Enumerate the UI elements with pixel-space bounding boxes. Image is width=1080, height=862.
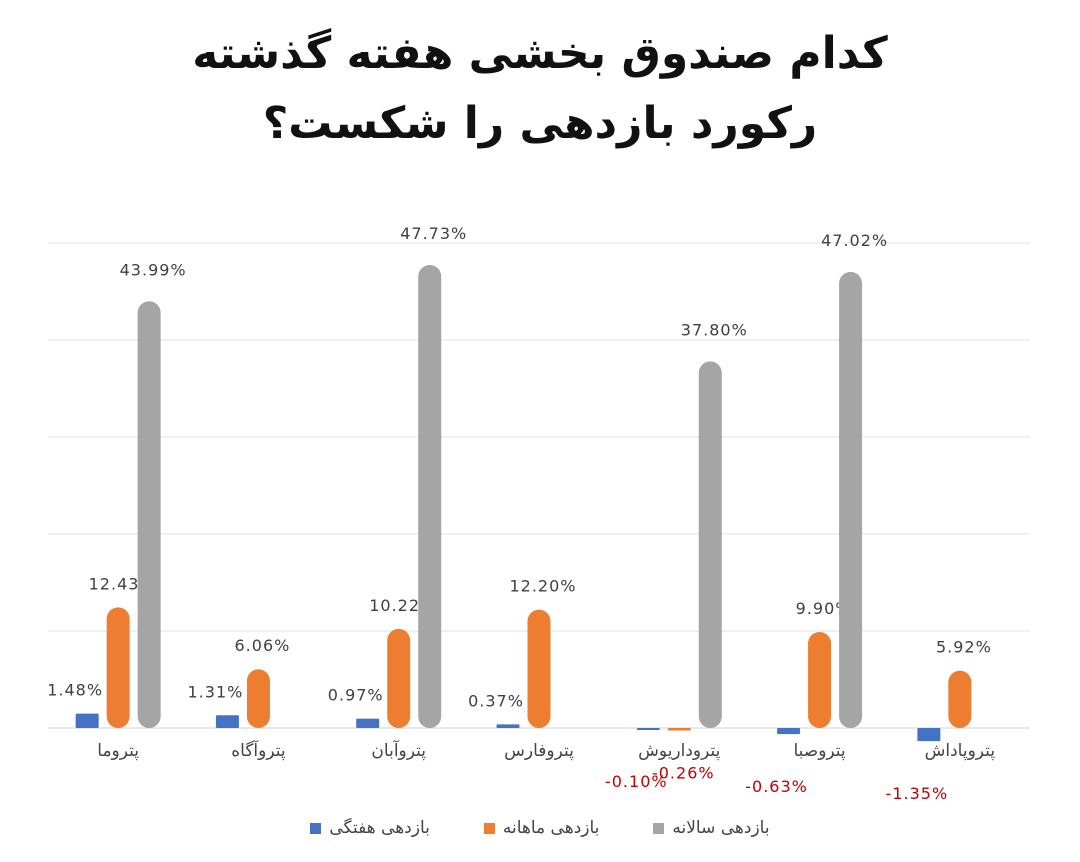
data-label: 47.02% (821, 231, 888, 250)
category-label: پتروصبا (793, 741, 845, 761)
chart-legend: بازدهی هفتگی بازدهی ماهانه بازدهی سالانه (0, 818, 1080, 838)
legend-swatch-yearly (653, 822, 665, 834)
bar-1 (106, 607, 130, 728)
bar-1 (527, 609, 551, 728)
data-label: 0.97% (328, 686, 384, 705)
data-label: -0.26% (652, 764, 715, 783)
category-label: پتروفارس (504, 741, 574, 761)
chart-title-line2: رکورد بازدهی را شکست؟ (262, 98, 818, 149)
category-label: پتروپاداش (925, 741, 996, 761)
data-label: 37.80% (681, 320, 748, 339)
legend-swatch-monthly (483, 822, 495, 834)
bar-0 (215, 715, 239, 728)
bar-0 (356, 718, 380, 728)
bar-1 (808, 631, 832, 728)
data-label: 5.92% (936, 638, 992, 657)
bar-1 (246, 669, 270, 728)
category-label: پتروآگاه (231, 739, 286, 761)
chart-title-line1: کدام صندوق بخشی هفته گذشته (192, 28, 888, 79)
legend-item-yearly: بازدهی سالانه (653, 818, 770, 838)
legend-label-yearly: بازدهی سالانه (672, 818, 770, 838)
category-label: پتروداریوش (638, 741, 720, 761)
data-label: 9.90% (796, 599, 852, 618)
legend-label-weekly: بازدهی هفتگی (329, 818, 430, 838)
legend-swatch-weekly (310, 822, 322, 834)
bar-2 (698, 361, 722, 728)
data-label: 47.73% (400, 224, 467, 243)
data-label: -1.35% (886, 784, 949, 803)
data-label: -0.63% (745, 777, 808, 796)
data-label: 6.06% (235, 636, 291, 655)
bar-2 (418, 265, 442, 728)
bar-1 (387, 628, 411, 728)
legend-item-monthly: بازدهی ماهانه (483, 818, 600, 838)
bar-0 (75, 713, 99, 728)
category-label: پتروآبان (371, 739, 426, 761)
data-label: 1.31% (188, 682, 244, 701)
data-label: 43.99% (120, 260, 187, 279)
bar-1 (948, 670, 972, 728)
data-label: 0.37% (468, 691, 524, 710)
bar-0 (917, 728, 941, 742)
data-label: 1.48% (47, 681, 103, 700)
category-label: پتروما (97, 741, 139, 761)
bar-0 (496, 724, 520, 728)
data-label: 12.20% (509, 577, 576, 596)
bar-2 (839, 271, 863, 728)
legend-item-weekly: بازدهی هفتگی (310, 818, 430, 838)
bar-0 (777, 728, 801, 735)
bar-1 (667, 728, 691, 731)
bar-0 (636, 728, 660, 730)
bar-2 (137, 301, 161, 728)
legend-label-monthly: بازدهی ماهانه (502, 818, 600, 838)
data-label: -0.10% (605, 772, 668, 791)
